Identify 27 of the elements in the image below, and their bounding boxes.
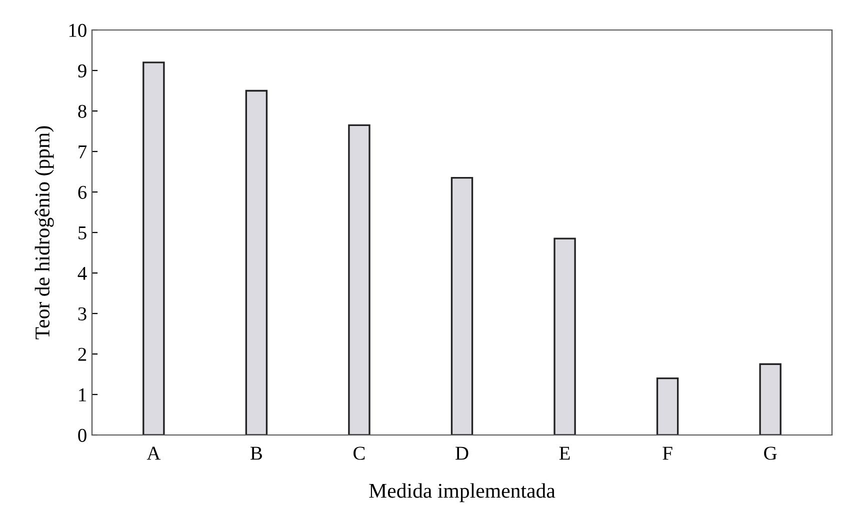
- bar: [142, 62, 165, 435]
- y-axis-title: Teor de hidrogênio (ppm): [34, 126, 54, 340]
- y-tick-label: 7: [78, 146, 87, 158]
- y-tick-label: 3: [78, 307, 86, 320]
- y-tick-label: 8: [78, 104, 86, 118]
- bar: [348, 124, 370, 435]
- bar: [450, 176, 474, 435]
- y-tick-label: 2: [78, 348, 86, 361]
- bar: [554, 238, 576, 435]
- x-tick-label: D: [456, 446, 468, 460]
- x-tick-label: E: [559, 446, 570, 460]
- y-tick-label: 9: [78, 64, 86, 78]
- x-tick-label: G: [764, 446, 777, 460]
- y-tick-label: 6: [78, 186, 87, 199]
- y-tick-label: 1: [79, 388, 86, 402]
- x-tick-label: A: [146, 446, 161, 460]
- bar: [656, 377, 679, 435]
- bar: [245, 90, 268, 435]
- x-tick-label: C: [354, 446, 365, 460]
- x-axis-title: Medida implementada: [369, 483, 556, 502]
- y-tick-label: 0: [78, 428, 86, 442]
- y-tick-label: 4: [78, 266, 87, 280]
- y-tick-label: 5: [78, 226, 86, 240]
- x-tick-label: B: [250, 446, 262, 460]
- bar: [759, 363, 782, 435]
- y-tick-label: 10: [69, 24, 86, 37]
- x-tick-label: F: [662, 446, 672, 460]
